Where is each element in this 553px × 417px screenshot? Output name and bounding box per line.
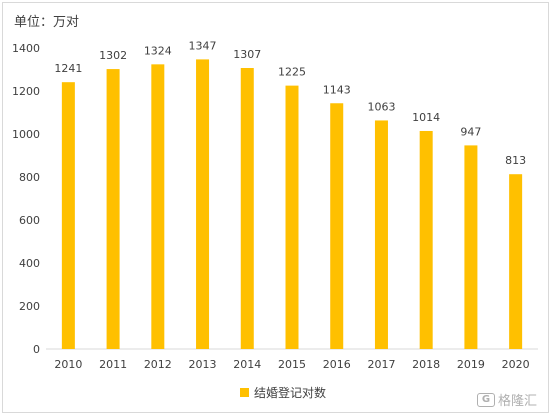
bar-value-label: 1225 xyxy=(278,66,306,79)
x-tick-label: 2012 xyxy=(144,358,172,371)
y-tick-label: 200 xyxy=(19,300,40,313)
watermark-text: 格隆汇 xyxy=(498,394,538,409)
x-tick-label: 2015 xyxy=(278,358,306,371)
bar-value-label: 1063 xyxy=(367,100,395,113)
bars xyxy=(61,59,523,350)
bar xyxy=(374,120,388,349)
bar xyxy=(419,130,433,349)
chart-frame xyxy=(2,2,549,413)
x-tick-label: 2013 xyxy=(189,358,217,371)
legend-swatch xyxy=(240,388,249,397)
x-tick-label: 2014 xyxy=(233,358,261,371)
y-tick-label: 1400 xyxy=(12,42,40,55)
bar xyxy=(240,67,254,350)
bar-value-label: 1347 xyxy=(189,39,217,52)
x-tick-label: 2020 xyxy=(502,358,530,371)
x-tick-label: 2018 xyxy=(412,358,440,371)
y-axis-ticks: 0 200 400 600 800 1000 1200 1400 xyxy=(12,42,40,356)
y-tick-label: 1000 xyxy=(12,128,40,141)
x-tick-label: 2017 xyxy=(367,358,395,371)
y-tick-label: 800 xyxy=(19,171,40,184)
bar-value-label: 813 xyxy=(505,154,526,167)
legend-label: 结婚登记对数 xyxy=(254,386,327,400)
x-tick-label: 2010 xyxy=(54,358,82,371)
legend: 结婚登记对数 xyxy=(240,384,326,401)
watermark-logo-icon: G xyxy=(477,392,495,407)
bar xyxy=(464,145,478,349)
y-tick-label: 0 xyxy=(33,343,40,356)
x-tick-label: 2016 xyxy=(323,358,351,371)
bar xyxy=(285,85,299,349)
bar xyxy=(61,82,75,349)
bar-value-label: 1241 xyxy=(54,62,82,75)
watermark: G 格隆汇 xyxy=(477,390,537,409)
x-axis-ticks: 2010 2011 2012 2013 2014 2015 2016 2017 2018 2019… xyxy=(54,358,529,371)
x-tick-label: 2011 xyxy=(99,358,127,371)
y-tick-label: 1200 xyxy=(12,85,40,98)
bar xyxy=(106,69,120,349)
data-labels: 1241 1302 1324 1347 1307 1225 1143 1063 1014 947 8… xyxy=(54,39,526,167)
bar-value-label: 1307 xyxy=(233,48,261,61)
bar-value-label: 1143 xyxy=(323,83,351,96)
y-tick-label: 600 xyxy=(19,214,40,227)
bar-value-label: 1302 xyxy=(99,49,127,62)
bar xyxy=(151,64,165,349)
bar-value-label: 1324 xyxy=(144,44,172,57)
bar xyxy=(330,103,344,349)
bar-value-label: 947 xyxy=(460,125,481,138)
bar xyxy=(196,59,210,350)
y-tick-label: 400 xyxy=(19,257,40,270)
unit-label: 单位：万对 xyxy=(14,15,80,30)
bar xyxy=(509,174,523,349)
x-tick-label: 2019 xyxy=(457,358,485,371)
bar-value-label: 1014 xyxy=(412,111,440,124)
